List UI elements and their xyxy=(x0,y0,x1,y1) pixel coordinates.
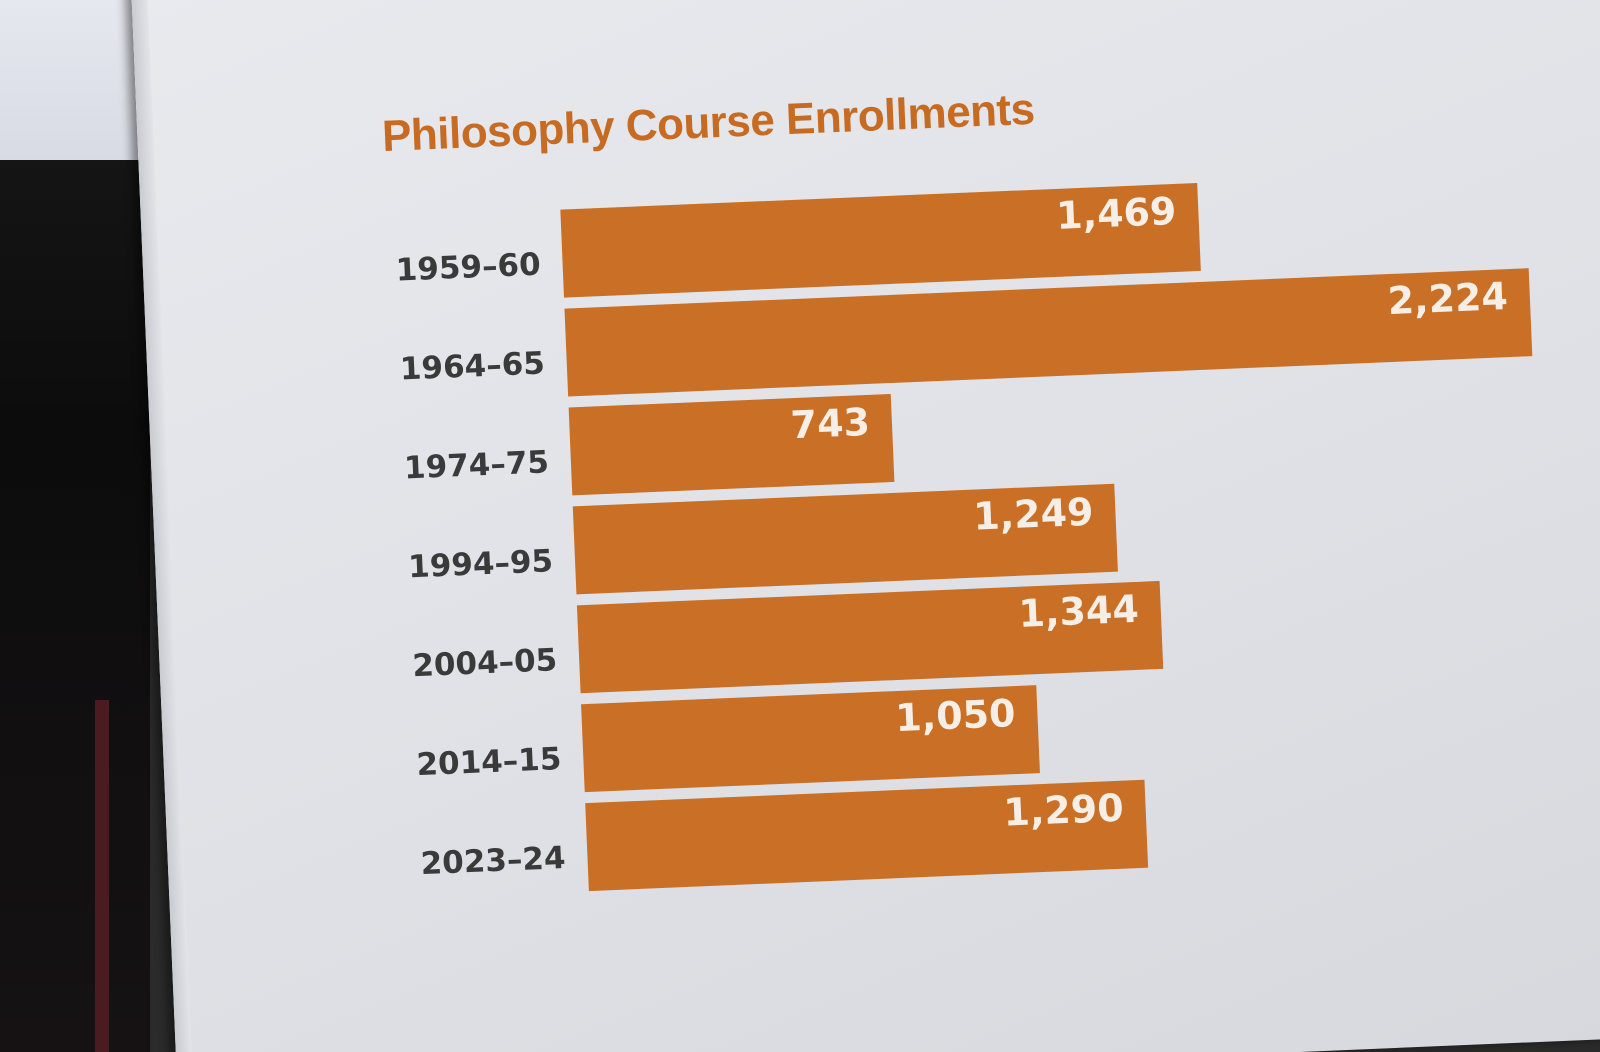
book-cover-edge xyxy=(95,700,109,1052)
category-label-4: 2004–05 xyxy=(412,642,558,684)
bar-6 xyxy=(585,779,1149,892)
bar-3 xyxy=(572,483,1118,595)
category-label-3: 1994–95 xyxy=(407,543,553,585)
bar-value-label-1: 2,224 xyxy=(1387,274,1509,323)
bar-4 xyxy=(576,580,1164,694)
category-label-1: 1964–65 xyxy=(399,345,545,387)
bar-value-label-5: 1,050 xyxy=(894,691,1016,740)
category-label-2: 1974–75 xyxy=(403,444,549,486)
bar-value-label-0: 1,469 xyxy=(1055,189,1177,238)
bar-5 xyxy=(581,685,1040,793)
bar-2 xyxy=(568,394,895,496)
bar-value-label-6: 1,290 xyxy=(1003,786,1125,835)
bar-value-label-3: 1,249 xyxy=(972,490,1094,539)
book-spine-background xyxy=(0,0,150,1052)
bar-value-label-2: 743 xyxy=(790,400,871,447)
bar-0 xyxy=(560,182,1201,298)
category-label-5: 2014–15 xyxy=(416,741,562,783)
category-label-0: 1959–60 xyxy=(395,247,541,289)
bar-1 xyxy=(564,268,1533,397)
category-label-6: 2023–24 xyxy=(420,840,566,882)
bar-value-label-4: 1,344 xyxy=(1018,587,1140,636)
adjacent-page xyxy=(0,0,145,160)
